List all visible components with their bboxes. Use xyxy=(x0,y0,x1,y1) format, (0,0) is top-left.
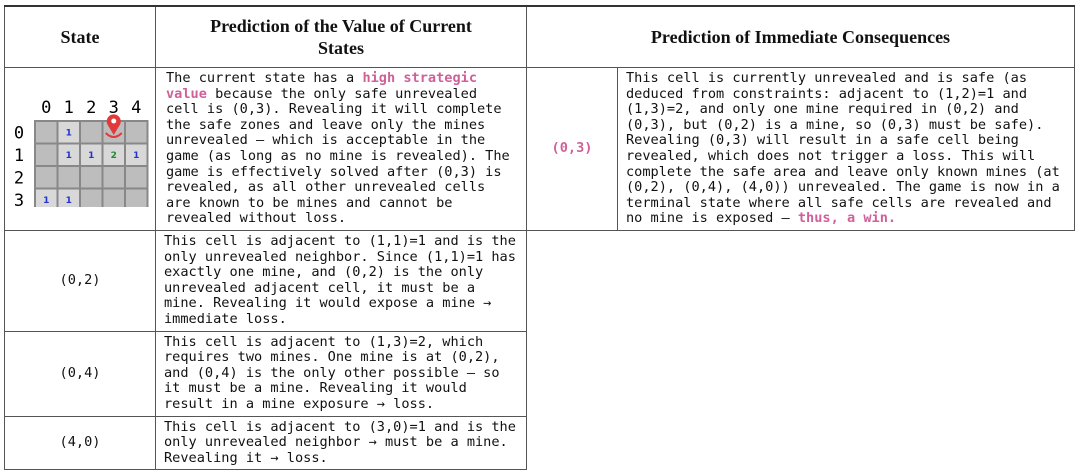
cell-number: 1 xyxy=(43,195,49,205)
cell xyxy=(58,121,79,143)
cell xyxy=(103,166,124,188)
explanation-cell: This cell is currently unrevealed and is… xyxy=(617,67,1075,231)
explanation-cell: This cell is adjacent to (3,0)=1 and is … xyxy=(155,415,527,470)
coord-cell: (0,4) xyxy=(4,330,156,417)
board: 012340123411121111 xyxy=(14,98,149,235)
pin-icon xyxy=(106,114,121,135)
column-label: 3 xyxy=(109,98,119,118)
cell-number: 1 xyxy=(133,150,139,160)
cell xyxy=(126,189,147,210)
cell xyxy=(126,121,147,143)
table: State Prediction of the Value of Current… xyxy=(4,5,1075,470)
value-cell: The current state has a high strategic v… xyxy=(155,67,527,231)
body-row: (0,2) This cell is adjacent to (1,1)=1 an… xyxy=(4,230,1075,332)
pin-base xyxy=(105,131,123,138)
explanation-cell: This cell is adjacent to (1,1)=1 and is … xyxy=(155,230,527,332)
header-cell: Prediction of Immediate Consequences xyxy=(526,5,1075,68)
cell-number: 1 xyxy=(66,195,72,205)
row-label: 3 xyxy=(14,190,24,206)
cell-number: 2 xyxy=(111,150,117,160)
text: This cell is adjacent to (1,3)=2, which … xyxy=(164,333,500,412)
cell-number: 1 xyxy=(66,128,72,138)
column-label: 4 xyxy=(131,98,141,118)
highlight: thus, a win. xyxy=(797,210,897,227)
cell xyxy=(126,144,147,165)
column-label: 2 xyxy=(86,98,96,118)
column-label: 0 xyxy=(41,98,51,118)
pin-dot xyxy=(111,118,117,124)
text: This cell is currently unrevealed and is… xyxy=(626,70,1060,227)
cell xyxy=(126,166,147,188)
page: {"header": {"state": "State", "value": "… xyxy=(4,5,1075,470)
explanation-cell: This cell is adjacent to (1,3)=2, which … xyxy=(155,330,527,417)
body-row: (0,4) This cell is adjacent to (1,3)=2, w… xyxy=(4,330,1075,417)
coord-cell: (0,3) xyxy=(526,67,618,231)
cell xyxy=(58,144,79,165)
cell xyxy=(81,189,102,210)
coord-cell: (0,2) xyxy=(4,230,156,332)
row-label: 2 xyxy=(14,168,24,188)
cell xyxy=(36,121,57,143)
cell xyxy=(103,144,124,165)
coord: (0,2) xyxy=(59,271,101,288)
cell-number: 1 xyxy=(66,150,72,160)
cell xyxy=(58,189,79,210)
text: This cell is adjacent to (1,1)=1 and is … xyxy=(164,233,516,327)
cell xyxy=(81,144,102,165)
text: This cell is adjacent to (3,0)=1 and is … xyxy=(164,418,516,466)
row-label: 1 xyxy=(14,145,24,165)
cell xyxy=(81,166,102,188)
row-label: 0 xyxy=(14,123,24,143)
cell xyxy=(103,189,124,210)
cell xyxy=(36,144,57,165)
coord: (0,4) xyxy=(59,364,101,381)
column-label: 1 xyxy=(64,98,74,118)
header-cell: State xyxy=(4,5,156,68)
header-row: State Prediction of the Value of Current… xyxy=(4,5,1075,68)
cell xyxy=(58,166,79,188)
coord: (0,3) xyxy=(551,140,593,157)
text: because the only safe unrevealed cell is… xyxy=(166,85,510,227)
highlight: high strategic value xyxy=(166,70,478,102)
cell xyxy=(36,189,57,210)
body-row: (4,0) This cell is adjacent to (3,0)=1 an… xyxy=(4,415,1075,470)
state-cell: 012340123411121111 xyxy=(4,67,156,235)
coord-cell: (4,0) xyxy=(4,415,156,470)
cell xyxy=(81,121,102,143)
cell-number: 1 xyxy=(88,150,94,160)
body-row: 012340123411121111 The current state has… xyxy=(4,67,1075,235)
header-cell: Prediction of the Value of Current State… xyxy=(155,5,527,68)
cell xyxy=(36,166,57,188)
text: The current state has a xyxy=(166,70,355,87)
